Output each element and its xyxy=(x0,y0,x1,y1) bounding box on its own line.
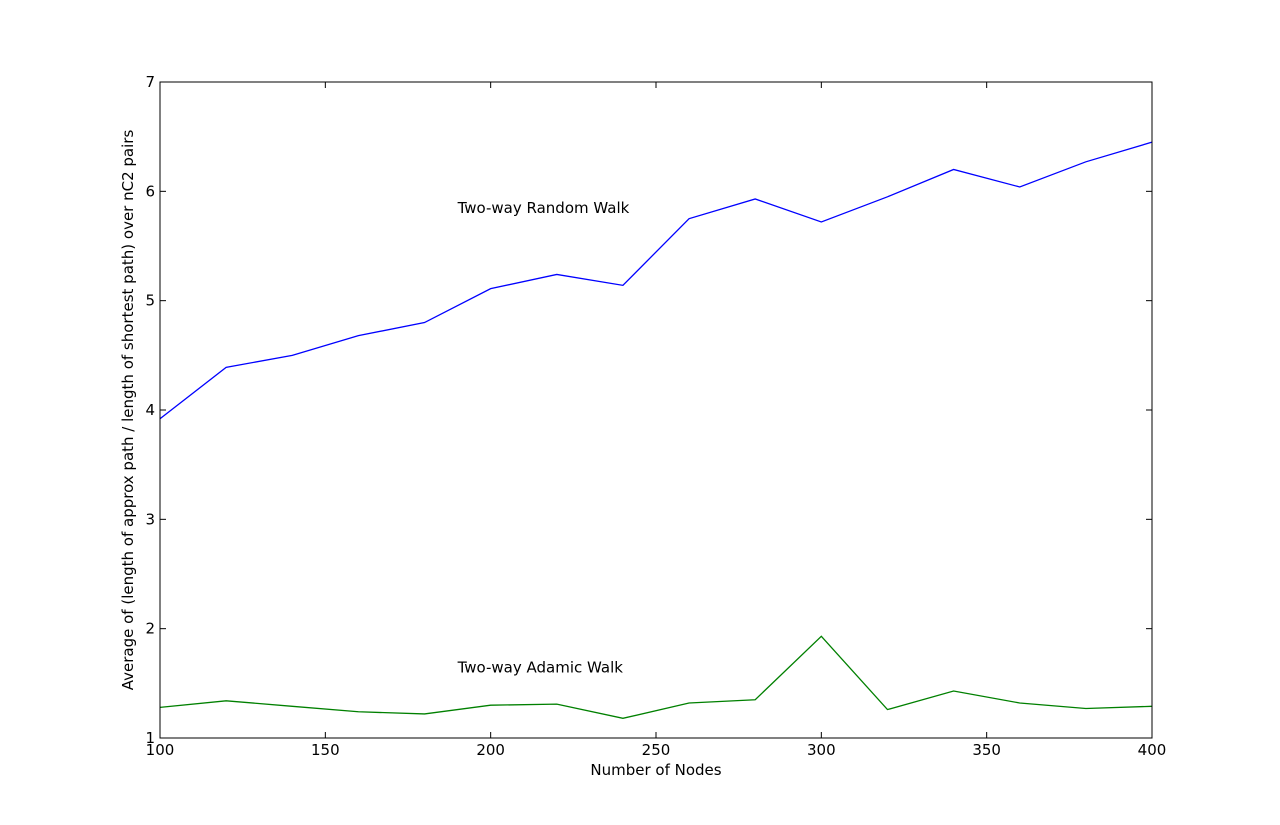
x-tick-label: 200 xyxy=(476,741,505,759)
x-tick-label: 350 xyxy=(972,741,1001,759)
x-tick-label: 100 xyxy=(146,741,175,759)
y-tick-label: 6 xyxy=(145,182,155,200)
plot-area-frame xyxy=(159,81,1153,739)
x-tick-label: 400 xyxy=(1138,741,1167,759)
y-tick-label: 2 xyxy=(145,620,155,638)
series-line-0 xyxy=(159,141,1153,420)
y-tick-label: 4 xyxy=(145,401,155,419)
x-tick-label: 300 xyxy=(807,741,836,759)
series-annotation-1: Two-way Adamic Walk xyxy=(457,658,624,676)
y-tick-label: 1 xyxy=(145,729,155,747)
y-tick-label: 7 xyxy=(145,73,155,91)
tick-layer: 100 150 200 250 300 350 400 1 2 3 4 5 6 7 xyxy=(145,73,1166,759)
series-layer xyxy=(159,141,1153,719)
series-annotation-0: Two-way Random Walk xyxy=(457,199,630,217)
x-tick-label: 250 xyxy=(642,741,671,759)
x-tick-label: 150 xyxy=(311,741,340,759)
series-line-1 xyxy=(159,635,1153,719)
x-axis-title: Number of Nodes xyxy=(590,761,721,779)
y-axis-title: Average of (length of approx path / leng… xyxy=(119,130,137,691)
series-1 xyxy=(159,635,1153,719)
y-tick-label: 3 xyxy=(145,510,155,528)
y-tick-label: 5 xyxy=(145,292,155,310)
series-0 xyxy=(159,141,1153,420)
annotation-layer: Two-way Random Walk Two-way Adamic Walk xyxy=(457,199,630,676)
